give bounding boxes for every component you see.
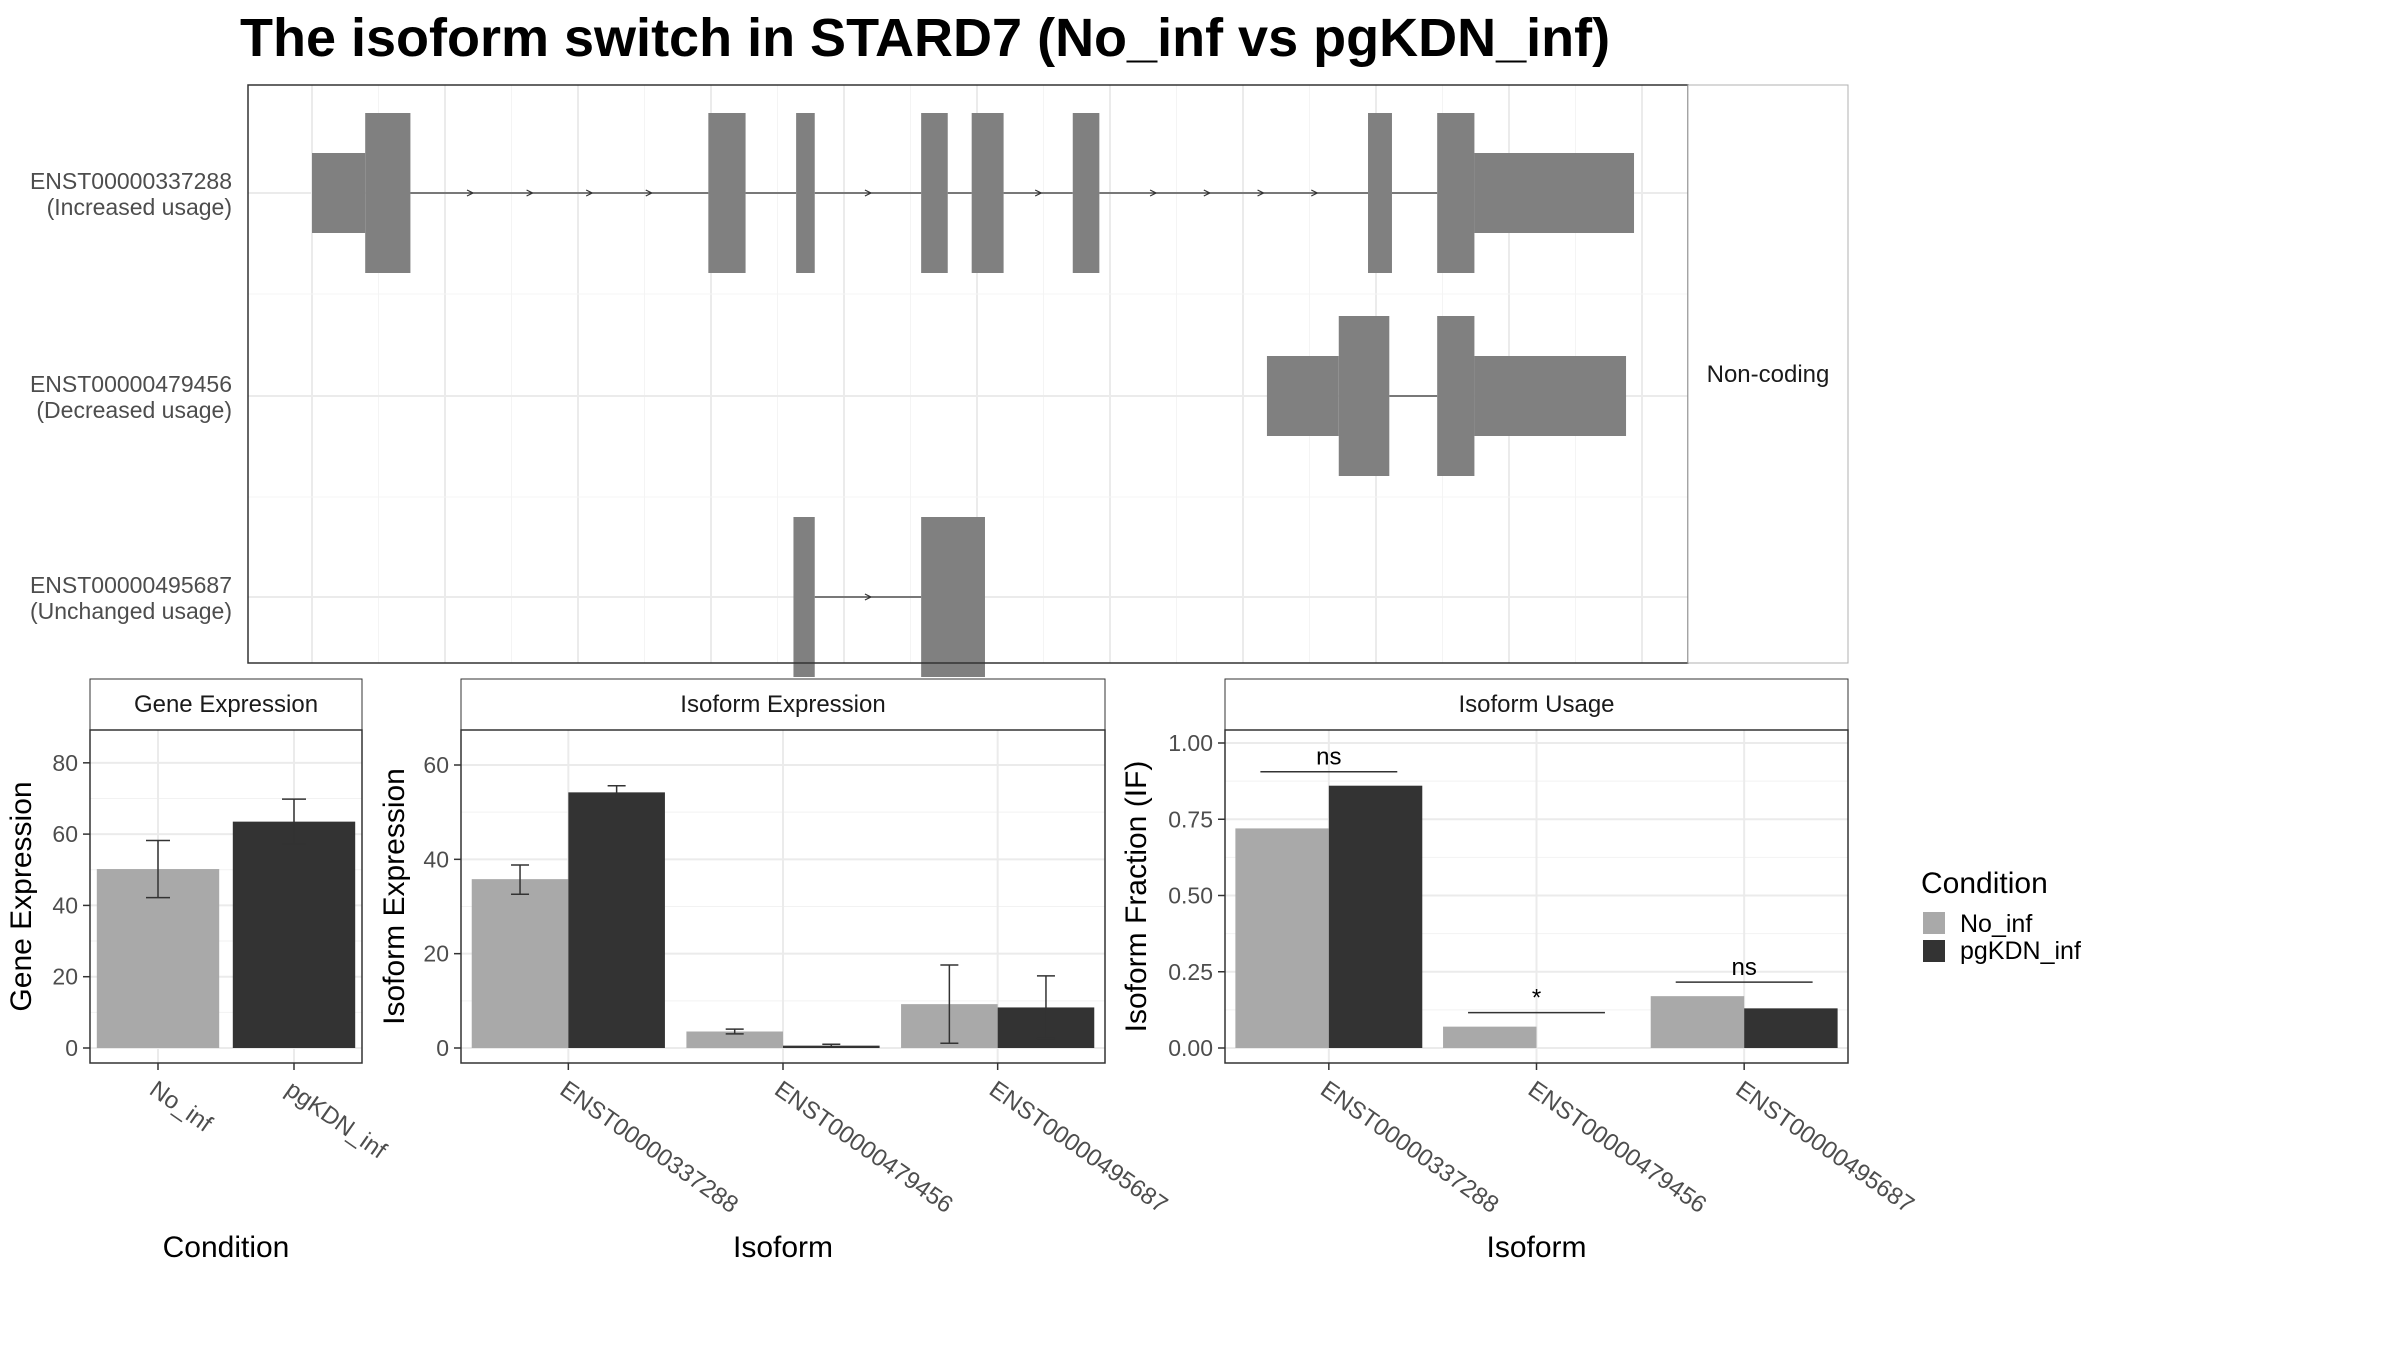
legend: Condition No_inf pgKDN_inf [1921,867,2081,965]
exon-coding [971,113,1004,273]
exon-coding [1338,316,1390,476]
panel-strip-title: Gene Expression [134,691,318,718]
y-tick-label: 0 [65,1035,78,1061]
isoform-usage-panel: Isoform Usage ns * ns 0.00 0.25 0.50 0.75 1.00 EN… [1120,678,1919,1264]
bar [471,879,569,1048]
x-axis-title: Condition [163,1231,290,1264]
transcript-id-label: ENST00000337288 [30,168,232,194]
bar [1328,785,1423,1048]
intron-arrow [1203,189,1212,197]
intron-arrow [466,189,475,197]
exon-coding [921,517,985,677]
exon-coding [708,113,746,273]
x-tick-label: ENST00000337288 [1315,1076,1503,1219]
intron-arrow [1257,189,1265,197]
y-tick-label: 1.00 [1168,730,1213,756]
panel-border [89,729,363,1064]
bar [1235,828,1329,1048]
x-tick-label: ENST00000495687 [1731,1076,1919,1219]
isoform-expression-panel: Isoform Expression 0 20 40 60 ENST00000337288… [378,678,1172,1264]
bar [96,869,220,1048]
y-tick-label: 0.50 [1168,883,1213,909]
legend-swatch-no-inf [1923,912,1945,934]
y-tick-label: 80 [52,750,78,776]
bar [1443,1026,1537,1048]
x-tick-label: ENST00000479456 [770,1076,958,1219]
exon-utr [1474,356,1627,436]
intron-arrow [864,189,873,197]
bar [1650,996,1745,1048]
bar [232,821,356,1048]
exon-utr [1474,153,1635,233]
y-tick-label: 60 [423,752,449,778]
intron-arrow [1034,189,1043,197]
gene-structure-panel: Non-coding ENST00000337288(Increased usa… [30,84,1849,677]
x-tick-label: ENST00000479456 [1523,1076,1711,1219]
transcript-usage-label: (Increased usage) [47,194,232,220]
intron-arrow [864,593,873,601]
intron-arrow [585,189,594,197]
y-tick-label: 0.00 [1168,1035,1213,1061]
x-axis-title: Isoform [1486,1231,1586,1264]
transcript-usage-label: (Decreased usage) [36,397,232,423]
y-tick-label: 0 [436,1035,449,1061]
exon-coding [1072,113,1100,273]
significance-label: ns [1731,954,1756,981]
exon-utr [312,153,366,233]
exon-coding [1437,316,1475,476]
gene-expression-panel: Gene Expression 0 20 40 60 80 No_inf pgKDN_inf C… [5,678,392,1264]
y-tick-label: 60 [52,821,78,847]
significance-label: ns [1316,744,1341,771]
intron-arrow [526,189,534,197]
gene-structure-tracks [312,113,1635,677]
intron-arrow [1149,189,1158,197]
legend-label-pgkdn-inf: pgKDN_inf [1960,937,2081,965]
chart-title: The isoform switch in STARD7 (No_inf vs … [240,8,1610,68]
x-tick-label: ENST00000337288 [555,1076,743,1219]
bar [686,1031,783,1048]
exon-coding [793,517,815,677]
y-tick-label: 20 [423,941,449,967]
y-tick-label: 40 [52,892,78,918]
y-axis-title: Gene Expression [5,781,38,1011]
bar [1744,1008,1838,1048]
y-axis-title: Isoform Fraction (IF) [1120,761,1153,1033]
facet-strip-box [1687,84,1849,664]
x-axis-title: Isoform [733,1231,833,1264]
legend-label-no-inf: No_inf [1960,910,2032,938]
intron-arrow [645,189,654,197]
bar [568,792,665,1048]
exon-coding [1437,113,1475,273]
panel-strip [460,678,1106,731]
x-tick-label: ENST00000495687 [984,1076,1172,1219]
exon-coding [1368,113,1392,273]
exon-coding [921,113,948,273]
legend-swatch-pgkdn-inf [1923,940,1945,962]
significance-label: * [1532,985,1541,1012]
y-tick-label: 0.25 [1168,959,1213,985]
intron-arrow [1311,189,1319,197]
facet-strip-label: Non-coding [1707,361,1830,388]
panel-strip [1224,678,1849,731]
x-tick-label: pgKDN_inf [281,1076,392,1165]
transcript-usage-label: (Unchanged usage) [30,598,232,624]
y-tick-label: 0.75 [1168,806,1213,832]
y-tick-label: 40 [423,846,449,872]
x-tick-label: No_inf [145,1076,218,1138]
y-tick-label: 20 [52,964,78,990]
transcript-id-label: ENST00000495687 [30,572,232,598]
exon-coding [365,113,411,273]
transcript-id-label: ENST00000479456 [30,371,232,397]
exon-coding [796,113,815,273]
transcript-labels: ENST00000337288(Increased usage) ENST0000… [30,168,232,624]
panel-strip-title: Isoform Expression [680,691,885,718]
exon-utr [1266,356,1339,436]
panel-strip-title: Isoform Usage [1458,691,1614,718]
legend-title: Condition [1921,867,2048,900]
y-axis-title: Isoform Expression [378,768,411,1025]
